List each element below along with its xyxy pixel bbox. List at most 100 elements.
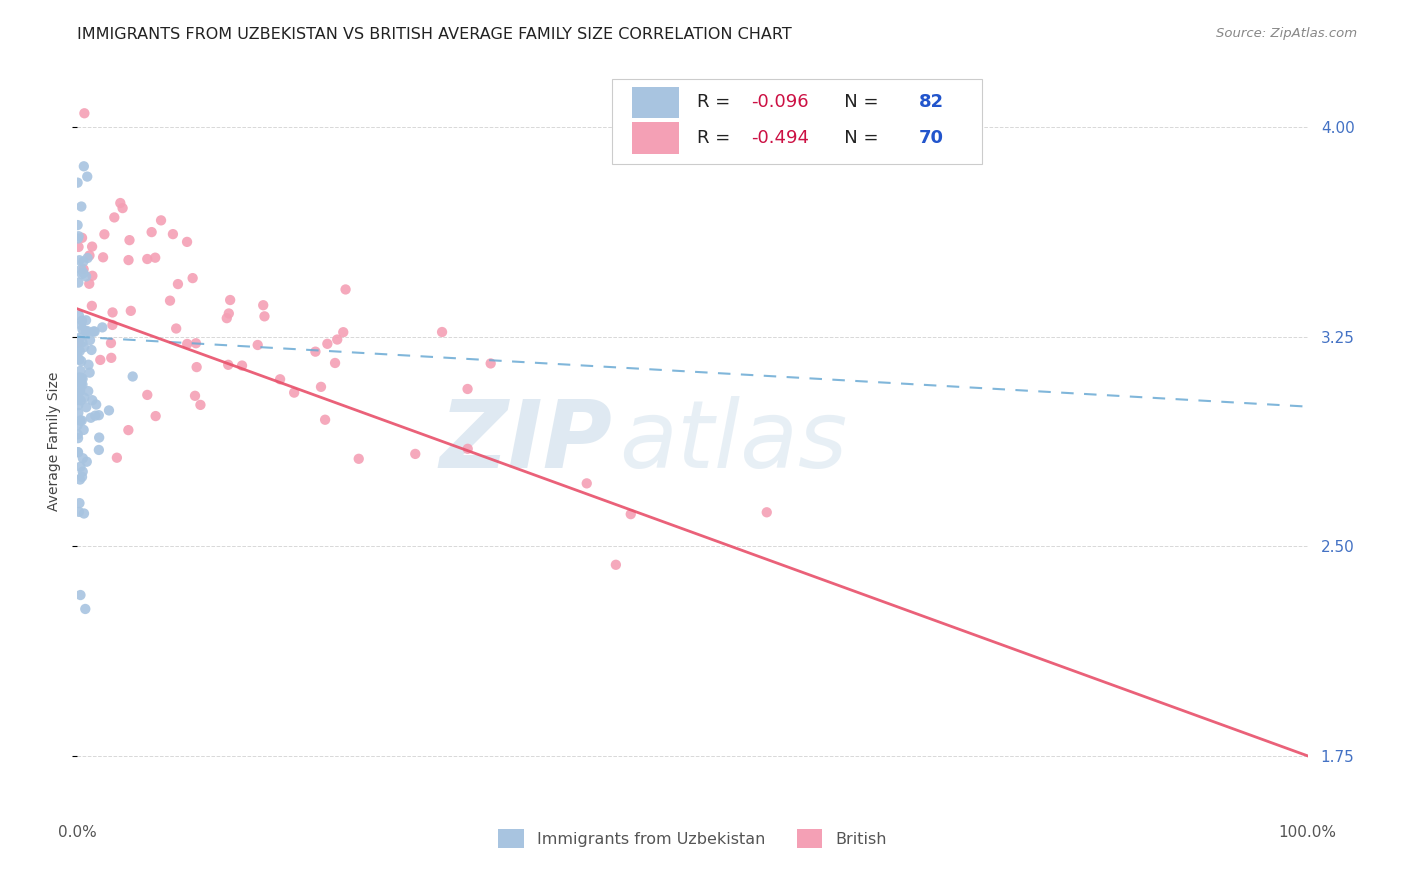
Point bbox=[72, 322, 94, 336]
Point bbox=[69, 473, 91, 487]
Point bbox=[73, 159, 96, 173]
Point bbox=[101, 305, 124, 319]
Point bbox=[67, 309, 90, 323]
Y-axis label: Average Family Size: Average Family Size bbox=[48, 372, 62, 511]
Point bbox=[186, 360, 208, 375]
Point bbox=[70, 354, 93, 368]
Point bbox=[97, 403, 120, 417]
Text: N =: N = bbox=[827, 94, 884, 112]
Point bbox=[66, 176, 89, 190]
Point bbox=[67, 229, 90, 244]
Point bbox=[67, 406, 90, 420]
Point bbox=[73, 340, 96, 354]
Text: 82: 82 bbox=[920, 94, 943, 112]
Point bbox=[105, 450, 128, 465]
Point bbox=[430, 325, 453, 339]
Point bbox=[100, 336, 122, 351]
Point bbox=[143, 251, 166, 265]
Point bbox=[457, 442, 479, 456]
Point bbox=[120, 303, 142, 318]
FancyBboxPatch shape bbox=[613, 78, 981, 164]
Text: R =: R = bbox=[697, 94, 737, 112]
Point bbox=[304, 344, 326, 359]
Point bbox=[70, 470, 93, 484]
Point bbox=[67, 335, 90, 350]
Point bbox=[117, 253, 139, 268]
Point bbox=[70, 371, 93, 385]
Point bbox=[91, 250, 114, 264]
Point bbox=[67, 352, 90, 367]
Point bbox=[66, 418, 89, 433]
Point bbox=[70, 377, 93, 392]
Point bbox=[332, 325, 354, 339]
Point bbox=[69, 384, 91, 398]
Text: atlas: atlas bbox=[619, 396, 846, 487]
Point bbox=[79, 248, 101, 262]
Point bbox=[91, 320, 114, 334]
Point bbox=[246, 338, 269, 352]
Point bbox=[314, 413, 336, 427]
Point bbox=[145, 409, 167, 423]
Point bbox=[69, 331, 91, 345]
Point bbox=[67, 240, 90, 254]
Point bbox=[72, 254, 94, 268]
Point bbox=[190, 398, 212, 412]
Point bbox=[457, 382, 479, 396]
Point bbox=[84, 409, 107, 423]
Point bbox=[83, 325, 105, 339]
Point bbox=[69, 496, 91, 510]
Point bbox=[89, 353, 111, 368]
Point bbox=[136, 388, 159, 402]
Point bbox=[73, 391, 96, 405]
Point bbox=[231, 359, 253, 373]
Point bbox=[80, 410, 103, 425]
Point bbox=[335, 283, 357, 297]
Point bbox=[67, 375, 90, 389]
Point bbox=[75, 313, 97, 327]
Point bbox=[77, 277, 100, 291]
Point bbox=[72, 335, 94, 350]
Point bbox=[67, 385, 90, 400]
Text: ZIP: ZIP bbox=[440, 395, 613, 488]
Point bbox=[76, 251, 98, 265]
Point bbox=[323, 356, 346, 370]
Point bbox=[217, 358, 239, 372]
Point bbox=[69, 588, 91, 602]
Text: -0.494: -0.494 bbox=[752, 129, 810, 147]
Point bbox=[176, 235, 198, 249]
Point bbox=[184, 336, 207, 351]
Point bbox=[605, 558, 627, 572]
Point bbox=[75, 324, 97, 338]
Point bbox=[218, 306, 240, 320]
Text: -0.096: -0.096 bbox=[752, 94, 808, 112]
Point bbox=[69, 414, 91, 428]
Point bbox=[87, 442, 110, 457]
Point bbox=[755, 505, 778, 519]
Point bbox=[181, 271, 204, 285]
Point bbox=[80, 299, 103, 313]
FancyBboxPatch shape bbox=[633, 87, 679, 118]
Point bbox=[215, 311, 238, 326]
Point bbox=[252, 298, 274, 312]
Point bbox=[76, 324, 98, 338]
Point bbox=[167, 277, 190, 291]
Point bbox=[79, 333, 101, 347]
Point bbox=[76, 455, 98, 469]
Point bbox=[73, 423, 96, 437]
Point bbox=[73, 507, 96, 521]
Point bbox=[150, 213, 173, 227]
Point bbox=[70, 413, 93, 427]
Point bbox=[111, 201, 134, 215]
Point bbox=[404, 447, 426, 461]
Text: N =: N = bbox=[827, 129, 884, 147]
Point bbox=[72, 377, 94, 392]
Point bbox=[72, 465, 94, 479]
Point bbox=[269, 372, 291, 386]
Point bbox=[69, 344, 91, 359]
Point bbox=[70, 267, 93, 281]
Point bbox=[79, 366, 101, 380]
Point bbox=[72, 372, 94, 386]
Point bbox=[283, 385, 305, 400]
Point bbox=[77, 358, 100, 372]
Point bbox=[66, 343, 89, 358]
